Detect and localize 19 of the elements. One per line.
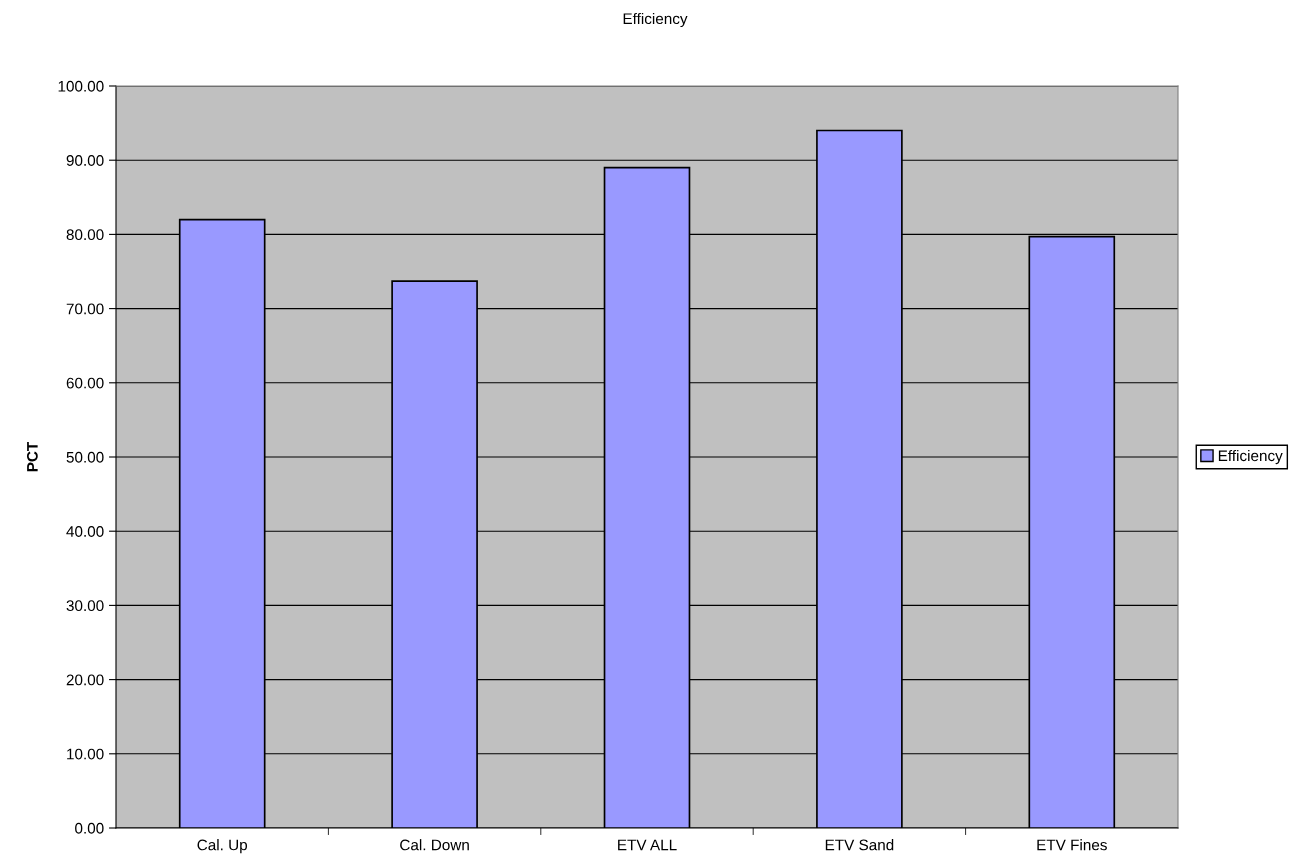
- y-axis-title: PCT: [26, 441, 38, 472]
- y-tick-label: 50.00: [66, 451, 104, 463]
- y-tick-label: 10.00: [67, 748, 104, 760]
- y-tick-label: 100.00: [58, 80, 104, 92]
- y-tick-label: 40.00: [66, 526, 104, 537]
- y-tick-label: 80.00: [66, 229, 104, 241]
- chart-title: Efficiency: [623, 12, 688, 28]
- y-tick-label: 0.00: [75, 822, 104, 834]
- x-tick-label: ETV Sand: [825, 839, 894, 851]
- y-tick-label: 70.00: [66, 303, 104, 315]
- legend-label: Efficiency: [1218, 449, 1283, 465]
- x-tick-label: ETV Fines: [1037, 839, 1107, 851]
- x-tick-label: Cal. Up: [197, 839, 248, 854]
- y-tick-label: 20.00: [66, 674, 104, 686]
- x-tick-label: ETV ALL: [618, 839, 677, 851]
- x-tick-label: Cal. Down: [400, 839, 469, 851]
- y-tick-label: 30.00: [66, 600, 104, 612]
- y-tick-label: 60.00: [66, 377, 104, 389]
- y-tick-label: 90.00: [66, 155, 104, 166]
